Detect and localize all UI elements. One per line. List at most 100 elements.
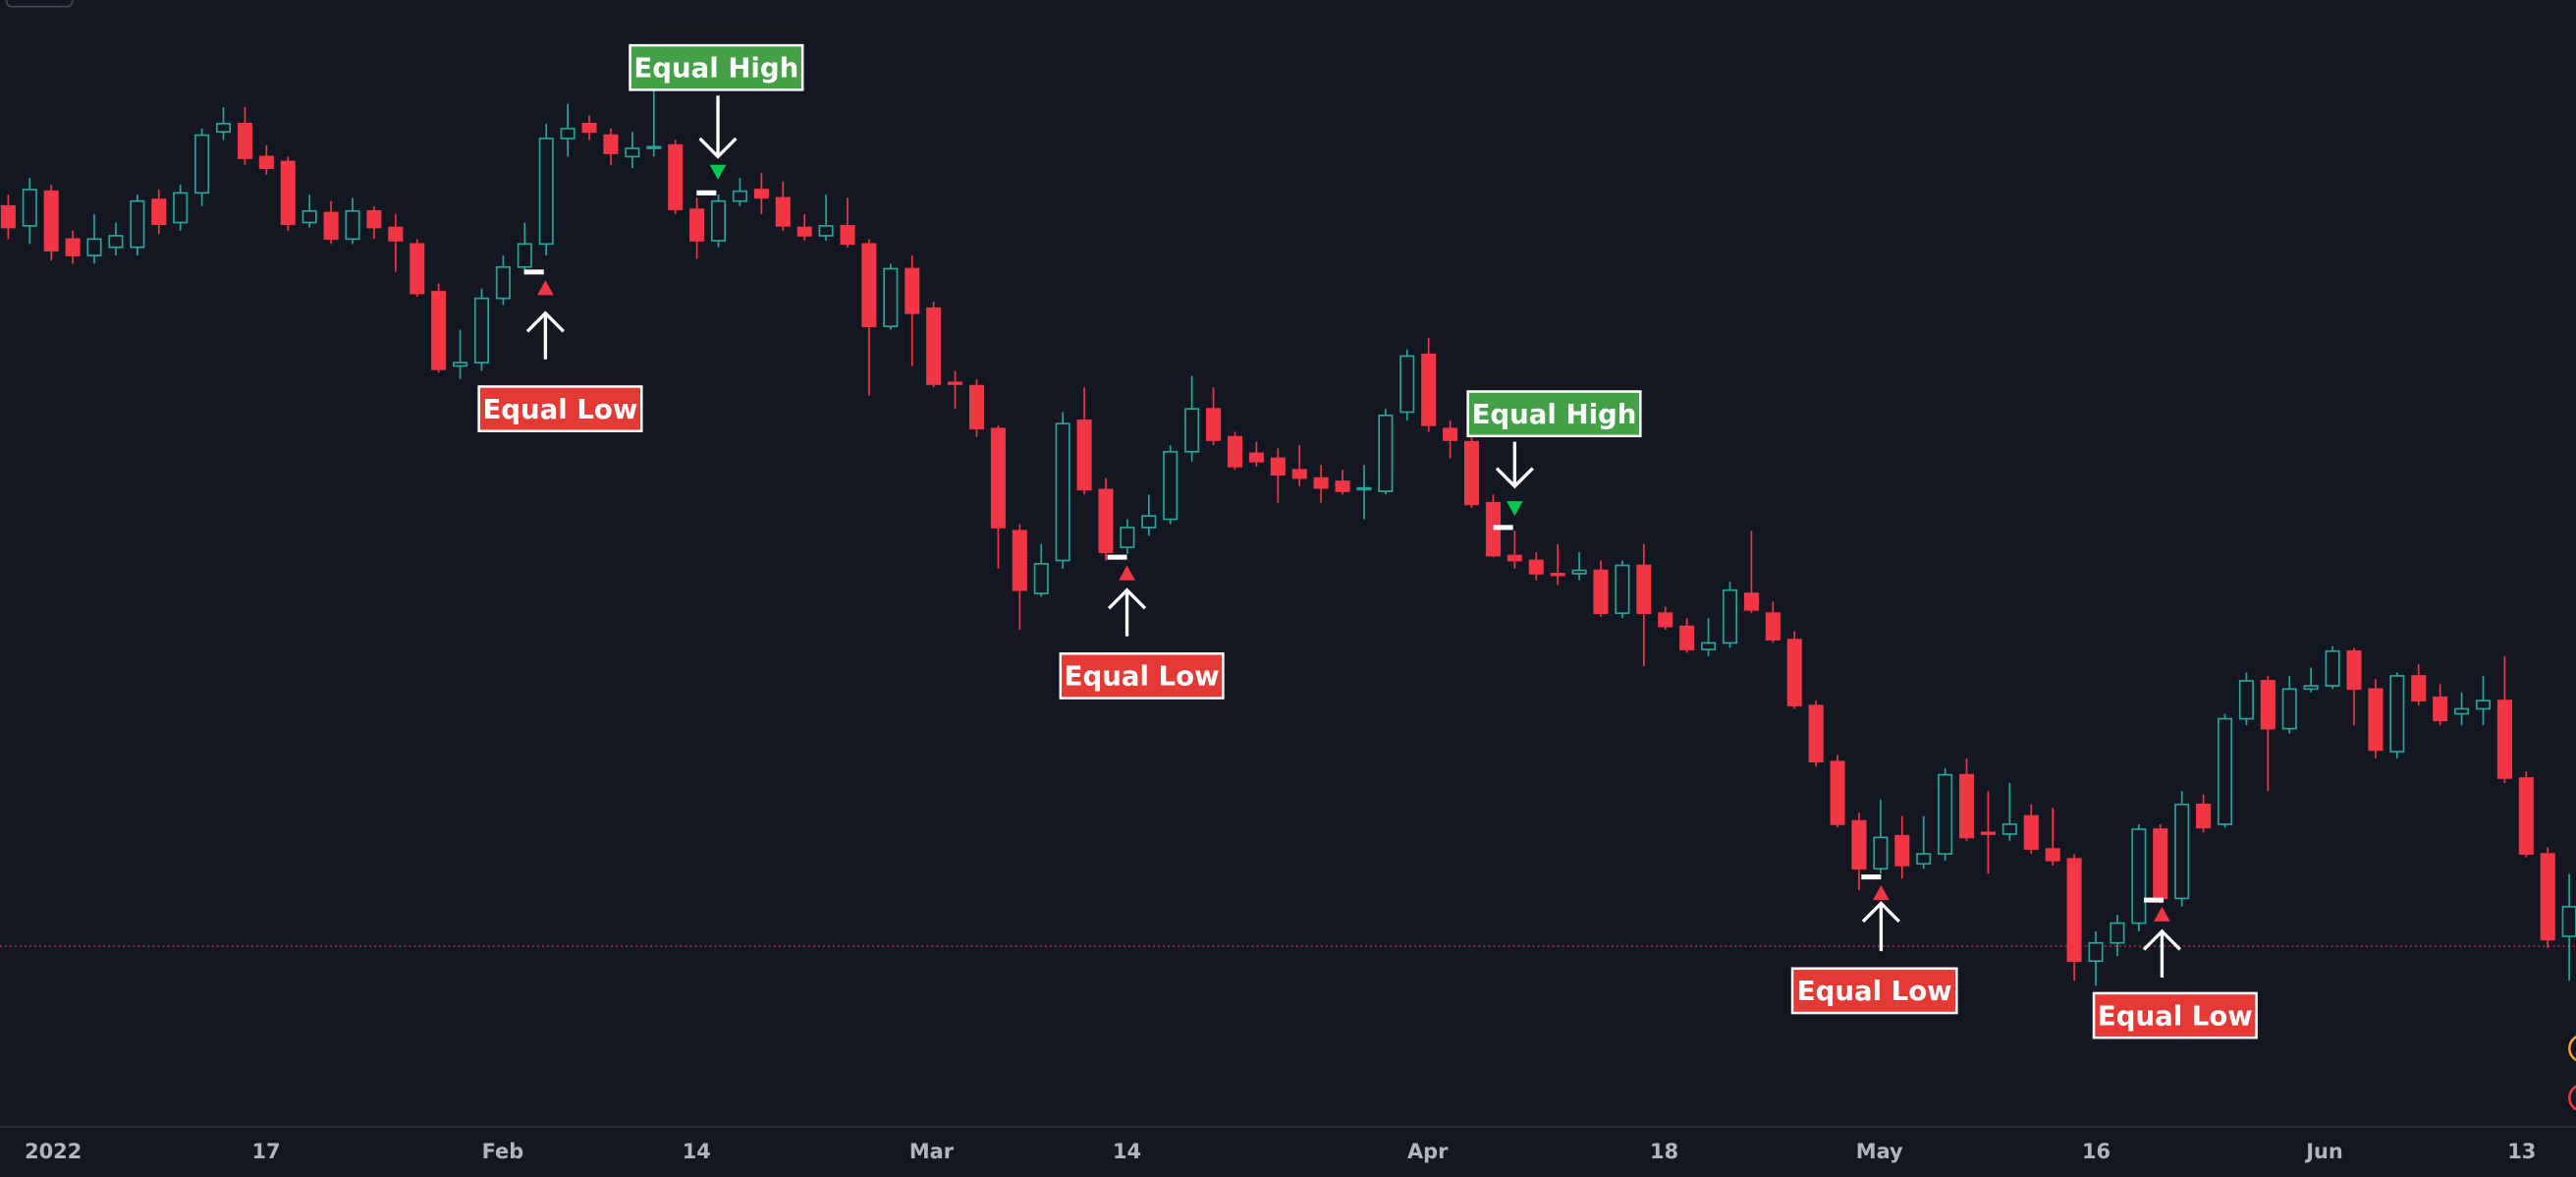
signal-marker — [2154, 906, 2170, 922]
candle-body — [301, 209, 317, 224]
candle-body — [258, 155, 274, 169]
candle-body — [2475, 700, 2492, 710]
candle-body — [1916, 853, 1932, 866]
candle-body — [796, 226, 812, 237]
candle-body — [1980, 831, 1996, 835]
signal-marker — [537, 280, 554, 296]
candle-body — [2303, 685, 2319, 691]
candle-body — [1593, 569, 1609, 615]
candle-body — [130, 199, 145, 249]
candle-body — [1830, 760, 1845, 825]
candle-body — [1227, 435, 1242, 468]
candle-body — [818, 225, 834, 237]
candle-body — [1658, 612, 1673, 628]
time-axis-label: 14 — [683, 1140, 711, 1163]
candle-body — [968, 384, 985, 430]
candle-body — [453, 362, 468, 367]
annotation-box — [1790, 967, 1958, 1015]
candle-body — [1443, 427, 1458, 441]
candle-body — [86, 238, 102, 256]
candle-body — [2518, 777, 2534, 855]
candle-body — [1335, 480, 1350, 492]
candle-body — [603, 134, 619, 154]
candle-body — [926, 307, 942, 385]
candle-body — [1873, 836, 1889, 870]
candle-body — [495, 265, 511, 300]
annotation-arrow-head — [698, 137, 738, 159]
toolbar-button[interactable] — [5, 0, 74, 8]
candle-body — [990, 427, 1006, 529]
time-axis-label: 2022 — [25, 1140, 82, 1163]
candle-body — [1636, 564, 1652, 615]
candle-body — [0, 204, 16, 229]
candle-body — [2411, 675, 2427, 701]
edge-indicator — [2568, 1085, 2576, 1111]
candle-body — [388, 226, 404, 242]
candle-body — [1098, 488, 1114, 553]
candle-body — [215, 123, 232, 134]
candle-body — [2389, 675, 2405, 753]
candle-body — [1959, 773, 1975, 839]
candle-body — [1055, 422, 1070, 562]
time-axis-label: Jun — [2304, 1140, 2343, 1163]
candle-body — [237, 123, 252, 159]
time-axis-label: 18 — [1650, 1140, 1678, 1163]
time-axis-label: Mar — [909, 1140, 955, 1163]
candle-body — [2217, 717, 2233, 825]
candle-body — [2045, 848, 2060, 862]
candle-body — [1786, 639, 1802, 706]
time-axis-label: 13 — [2507, 1140, 2536, 1163]
candle-body — [2196, 803, 2212, 829]
annotation-label: Equal Low — [1065, 660, 1220, 693]
signal-marker — [1873, 885, 1890, 901]
candle-body — [2540, 853, 2555, 941]
candle-body — [646, 145, 662, 149]
candle-body — [2496, 700, 2512, 779]
candle-body — [1270, 457, 1286, 476]
candle-body — [2153, 828, 2168, 900]
candle-body — [1356, 486, 1372, 491]
candle-body — [473, 297, 490, 364]
candle-body — [2238, 680, 2254, 720]
annotation-label: Equal Low — [482, 393, 637, 425]
candle-body — [1291, 469, 1307, 479]
candle-body — [431, 291, 447, 370]
candle-body — [280, 160, 296, 226]
edge-indicator — [2568, 1036, 2576, 1062]
time-axis-label: 14 — [1113, 1140, 1141, 1163]
candle-body — [711, 199, 727, 242]
signal-marker — [709, 164, 727, 180]
candle-body — [2174, 803, 2190, 900]
annotation-box — [629, 43, 804, 91]
candle-body — [1571, 569, 1587, 575]
candle-body — [2433, 696, 2448, 722]
candle-body — [1120, 527, 1135, 548]
candle-body — [1076, 420, 1092, 491]
annotation-arrow-head — [525, 310, 565, 333]
candle-body — [883, 267, 899, 328]
candle-body — [2346, 649, 2362, 691]
candle-body — [560, 128, 575, 140]
annotation-arrow-head — [1861, 901, 1900, 924]
annotation-label: Equal High — [1472, 398, 1637, 430]
candle-body — [2260, 680, 2275, 730]
time-axis-label: 17 — [251, 1140, 280, 1163]
candle-body — [1507, 554, 1522, 562]
candle-body — [173, 192, 189, 224]
candle-body — [1184, 408, 1200, 453]
annotation-box — [1466, 390, 1642, 438]
annotation-arrow-head — [2142, 928, 2182, 951]
time-axis-label: 16 — [2082, 1140, 2110, 1163]
candle-body — [1399, 355, 1415, 414]
candle-body — [1765, 612, 1781, 641]
candle-body — [2066, 858, 2082, 963]
candle-body — [1206, 408, 1222, 441]
signal-marker — [1506, 501, 1523, 517]
candle-body — [2131, 828, 2147, 925]
candle-body — [151, 198, 167, 226]
candle-body — [668, 143, 684, 210]
candle-body — [1679, 625, 1695, 650]
candle-body — [2023, 814, 2039, 850]
